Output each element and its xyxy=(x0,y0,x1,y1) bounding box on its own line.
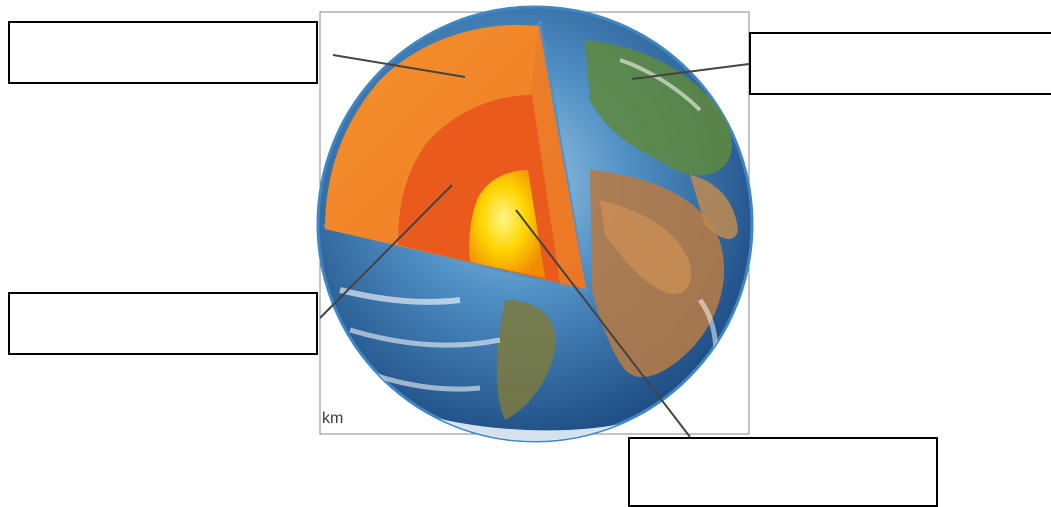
inner-core-layer xyxy=(469,170,545,278)
scale-unit-label: km xyxy=(322,410,344,427)
label-box-mantle[interactable] xyxy=(8,21,318,84)
earth-layers-diagram: km xyxy=(8,5,1051,507)
leader-line-mantle xyxy=(332,54,466,78)
label-box-outer-core[interactable] xyxy=(8,292,318,355)
leader-line-outer-core xyxy=(319,184,453,319)
diagram-canvas xyxy=(316,5,754,443)
label-box-crust[interactable] xyxy=(749,32,1051,95)
earth-cutaway xyxy=(322,20,588,293)
label-box-inner-core[interactable] xyxy=(628,437,938,507)
leader-line-crust xyxy=(631,63,750,80)
leader-lines xyxy=(319,54,750,438)
leader-line-inner-core xyxy=(515,209,691,438)
